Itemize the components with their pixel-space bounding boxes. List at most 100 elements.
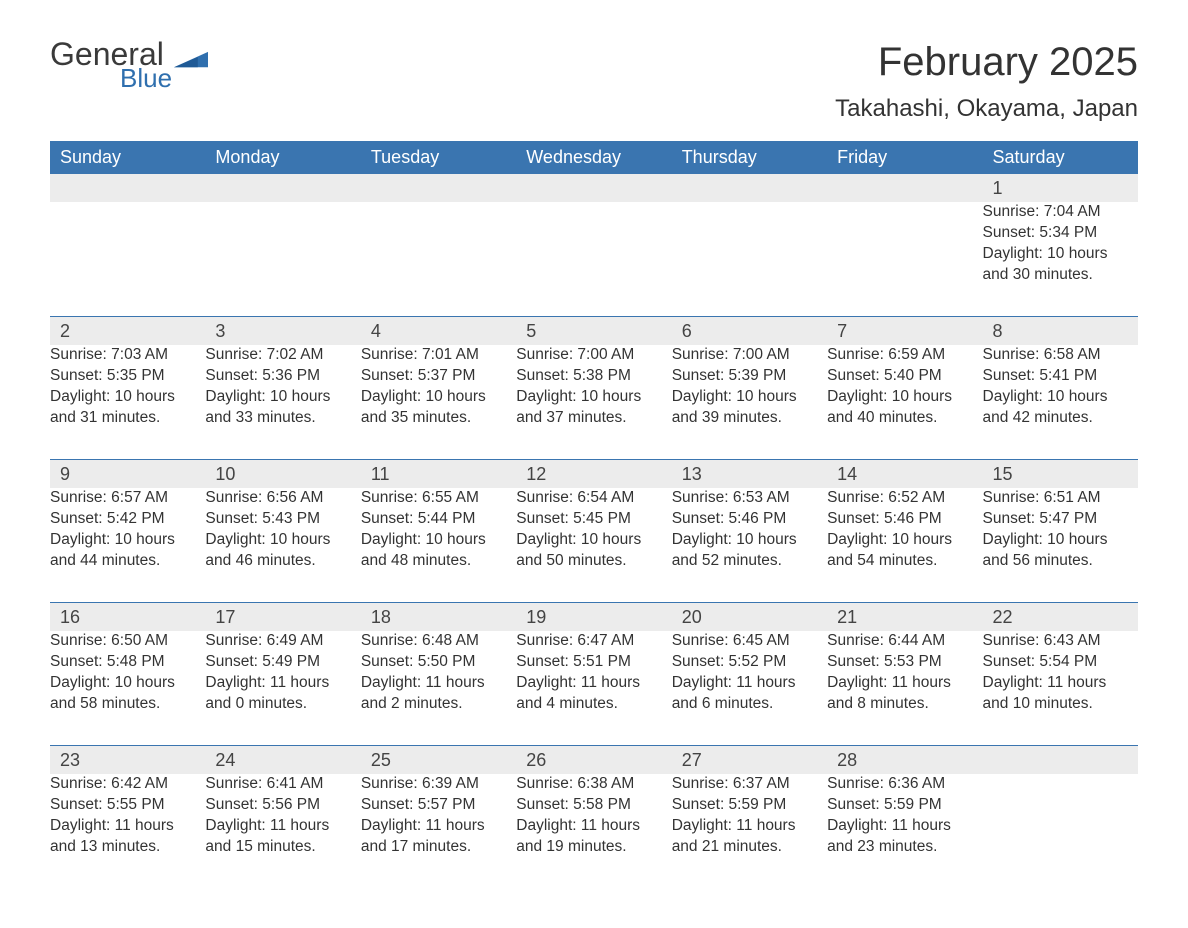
weekday-header: Wednesday xyxy=(516,141,671,174)
day-sunset: Sunset: 5:52 PM xyxy=(672,652,817,673)
day-number-cell xyxy=(827,174,982,202)
day-day1: Daylight: 11 hours xyxy=(205,816,350,837)
day-body-cell xyxy=(983,774,1138,888)
day-sunrise: Sunrise: 6:50 AM xyxy=(50,631,195,652)
day-day1: Daylight: 10 hours xyxy=(50,673,195,694)
day-number-cell xyxy=(983,745,1138,774)
day-sunset: Sunset: 5:50 PM xyxy=(361,652,506,673)
day-number-cell xyxy=(361,174,516,202)
day-sunrise: Sunrise: 6:44 AM xyxy=(827,631,972,652)
day-sunrise: Sunrise: 6:53 AM xyxy=(672,488,817,509)
day-sunrise: Sunrise: 6:38 AM xyxy=(516,774,661,795)
day-day2: and 52 minutes. xyxy=(672,551,817,572)
day-sunrise: Sunrise: 6:43 AM xyxy=(983,631,1128,652)
day-number-cell xyxy=(672,174,827,202)
day-day2: and 13 minutes. xyxy=(50,837,195,858)
day-sunrise: Sunrise: 6:48 AM xyxy=(361,631,506,652)
day-day2: and 10 minutes. xyxy=(983,694,1128,715)
day-body-cell xyxy=(827,202,982,316)
day-day2: and 50 minutes. xyxy=(516,551,661,572)
day-number-cell xyxy=(205,174,360,202)
weekday-header: Saturday xyxy=(983,141,1138,174)
weekday-header: Monday xyxy=(205,141,360,174)
day-day2: and 58 minutes. xyxy=(50,694,195,715)
day-day1: Daylight: 10 hours xyxy=(672,387,817,408)
day-day2: and 56 minutes. xyxy=(983,551,1128,572)
day-day2: and 15 minutes. xyxy=(205,837,350,858)
day-body-cell xyxy=(361,202,516,316)
day-body-cell: Sunrise: 6:58 AMSunset: 5:41 PMDaylight:… xyxy=(983,345,1138,459)
day-sunset: Sunset: 5:46 PM xyxy=(827,509,972,530)
day-day2: and 30 minutes. xyxy=(983,265,1128,286)
day-day1: Daylight: 11 hours xyxy=(205,673,350,694)
day-body-cell: Sunrise: 7:00 AMSunset: 5:39 PMDaylight:… xyxy=(672,345,827,459)
header-bar: General Blue February 2025 Takahashi, Ok… xyxy=(50,40,1138,123)
flag-icon xyxy=(174,46,208,68)
day-sunrise: Sunrise: 6:49 AM xyxy=(205,631,350,652)
day-body-cell: Sunrise: 6:53 AMSunset: 5:46 PMDaylight:… xyxy=(672,488,827,602)
calendar-table: SundayMondayTuesdayWednesdayThursdayFrid… xyxy=(50,141,1138,888)
day-body-cell: Sunrise: 6:38 AMSunset: 5:58 PMDaylight:… xyxy=(516,774,671,888)
day-day2: and 8 minutes. xyxy=(827,694,972,715)
day-day1: Daylight: 10 hours xyxy=(205,387,350,408)
day-number-cell: 13 xyxy=(672,459,827,488)
day-number-cell: 11 xyxy=(361,459,516,488)
day-body-cell: Sunrise: 6:44 AMSunset: 5:53 PMDaylight:… xyxy=(827,631,982,745)
day-sunset: Sunset: 5:53 PM xyxy=(827,652,972,673)
day-number-cell: 28 xyxy=(827,745,982,774)
day-sunset: Sunset: 5:55 PM xyxy=(50,795,195,816)
day-day2: and 35 minutes. xyxy=(361,408,506,429)
page-title: February 2025 xyxy=(835,40,1138,85)
day-day2: and 0 minutes. xyxy=(205,694,350,715)
day-day1: Daylight: 10 hours xyxy=(983,387,1128,408)
day-sunset: Sunset: 5:35 PM xyxy=(50,366,195,387)
day-body-cell: Sunrise: 6:57 AMSunset: 5:42 PMDaylight:… xyxy=(50,488,205,602)
day-body-cell: Sunrise: 6:55 AMSunset: 5:44 PMDaylight:… xyxy=(361,488,516,602)
day-sunset: Sunset: 5:46 PM xyxy=(672,509,817,530)
day-day2: and 33 minutes. xyxy=(205,408,350,429)
day-sunset: Sunset: 5:36 PM xyxy=(205,366,350,387)
day-day1: Daylight: 11 hours xyxy=(516,673,661,694)
day-number-cell: 25 xyxy=(361,745,516,774)
day-number-cell: 26 xyxy=(516,745,671,774)
day-sunset: Sunset: 5:45 PM xyxy=(516,509,661,530)
day-body-cell: Sunrise: 6:43 AMSunset: 5:54 PMDaylight:… xyxy=(983,631,1138,745)
day-number-cell: 20 xyxy=(672,602,827,631)
day-day1: Daylight: 11 hours xyxy=(50,816,195,837)
day-sunset: Sunset: 5:56 PM xyxy=(205,795,350,816)
day-day2: and 23 minutes. xyxy=(827,837,972,858)
day-day2: and 19 minutes. xyxy=(516,837,661,858)
day-day2: and 42 minutes. xyxy=(983,408,1128,429)
day-sunset: Sunset: 5:39 PM xyxy=(672,366,817,387)
day-day1: Daylight: 11 hours xyxy=(672,816,817,837)
day-day1: Daylight: 10 hours xyxy=(672,530,817,551)
day-sunset: Sunset: 5:49 PM xyxy=(205,652,350,673)
day-sunrise: Sunrise: 6:56 AM xyxy=(205,488,350,509)
day-sunrise: Sunrise: 6:55 AM xyxy=(361,488,506,509)
day-number-cell: 23 xyxy=(50,745,205,774)
day-body-cell: Sunrise: 6:59 AMSunset: 5:40 PMDaylight:… xyxy=(827,345,982,459)
day-body-cell: Sunrise: 7:00 AMSunset: 5:38 PMDaylight:… xyxy=(516,345,671,459)
day-number-cell: 4 xyxy=(361,316,516,345)
day-day2: and 37 minutes. xyxy=(516,408,661,429)
day-day1: Daylight: 11 hours xyxy=(672,673,817,694)
day-day2: and 31 minutes. xyxy=(50,408,195,429)
day-number-cell: 24 xyxy=(205,745,360,774)
day-day2: and 54 minutes. xyxy=(827,551,972,572)
day-number-cell: 27 xyxy=(672,745,827,774)
day-day2: and 40 minutes. xyxy=(827,408,972,429)
day-day1: Daylight: 10 hours xyxy=(516,530,661,551)
weekday-header: Friday xyxy=(827,141,982,174)
day-day2: and 39 minutes. xyxy=(672,408,817,429)
day-day1: Daylight: 10 hours xyxy=(983,530,1128,551)
day-day1: Daylight: 11 hours xyxy=(516,816,661,837)
day-day1: Daylight: 11 hours xyxy=(983,673,1128,694)
day-day1: Daylight: 11 hours xyxy=(361,673,506,694)
day-day2: and 48 minutes. xyxy=(361,551,506,572)
day-sunset: Sunset: 5:42 PM xyxy=(50,509,195,530)
day-sunset: Sunset: 5:37 PM xyxy=(361,366,506,387)
calendar-header-row: SundayMondayTuesdayWednesdayThursdayFrid… xyxy=(50,141,1138,174)
day-sunrise: Sunrise: 6:41 AM xyxy=(205,774,350,795)
day-body-cell: Sunrise: 7:03 AMSunset: 5:35 PMDaylight:… xyxy=(50,345,205,459)
day-number-cell: 22 xyxy=(983,602,1138,631)
